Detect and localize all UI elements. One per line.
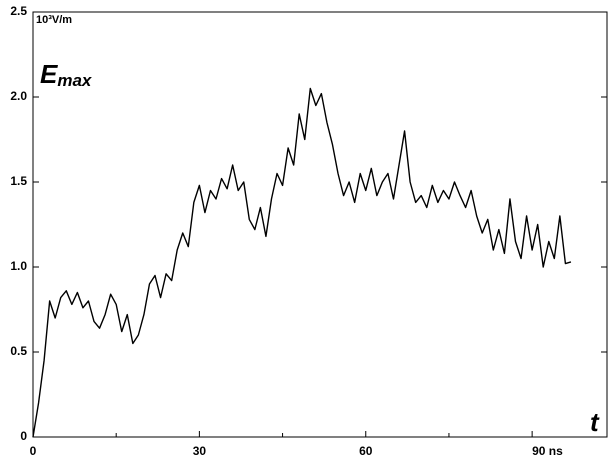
y-tick-label: 0.5 — [10, 344, 27, 358]
x-tick-label: 90 ns — [532, 444, 563, 458]
y-tick-label: 1.0 — [10, 259, 27, 273]
y-tick-label: 1.5 — [10, 174, 27, 188]
y-axis-label: Emax — [40, 59, 93, 91]
x-tick-label: 60 — [359, 444, 373, 458]
y-tick-label: 2.5 — [10, 4, 27, 18]
y-tick-label: 2.0 — [10, 89, 27, 103]
x-tick-label: 30 — [193, 444, 207, 458]
plot-frame — [32, 11, 608, 438]
y-unit: 10³V/m — [36, 14, 72, 26]
data-line — [32, 87, 572, 438]
y-label-sub: max — [57, 71, 93, 90]
x-tick-label: 0 — [30, 444, 37, 458]
x-axis-label: t — [590, 407, 600, 437]
y-label-main: E — [40, 59, 58, 89]
y-tick-label: 0 — [20, 429, 27, 443]
